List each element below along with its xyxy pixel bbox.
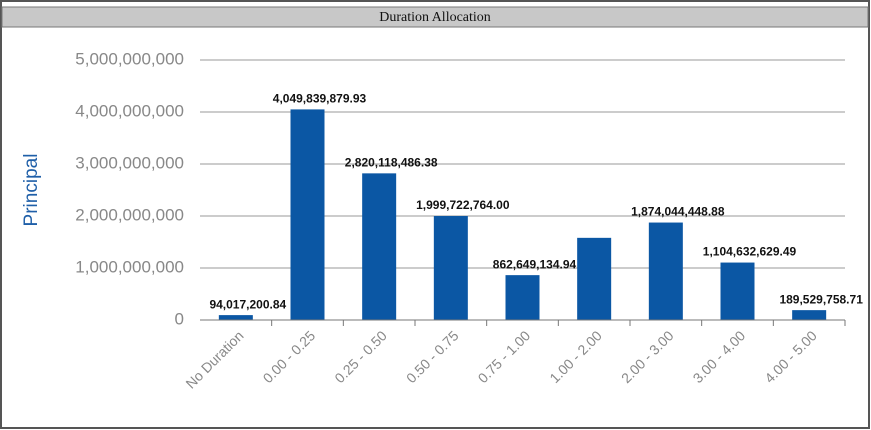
bar xyxy=(218,315,253,320)
bar xyxy=(577,237,612,320)
bar xyxy=(433,216,468,320)
value-label: 1,874,044,448.88 xyxy=(631,205,725,219)
bar xyxy=(720,262,755,320)
y-tick-label: 3,000,000,000 xyxy=(75,153,184,172)
value-label: 1,104,632,629.49 xyxy=(703,245,797,259)
title-bar xyxy=(1,6,869,28)
bar xyxy=(792,310,827,320)
bar xyxy=(505,275,540,320)
value-label: 4,049,839,879.93 xyxy=(273,92,367,106)
chart-title: Duration Allocation xyxy=(379,10,491,25)
y-tick-label: 5,000,000,000 xyxy=(75,49,184,68)
value-label: 94,017,200.84 xyxy=(209,297,286,311)
y-axis-label: Principal xyxy=(21,154,42,227)
value-label: 862,649,134.94 xyxy=(493,257,577,271)
bar xyxy=(362,173,397,320)
y-tick-label: 2,000,000,000 xyxy=(75,205,184,224)
value-label: 189,529,758.71 xyxy=(779,292,863,306)
bar xyxy=(290,109,325,320)
value-label: 2,820,118,486.38 xyxy=(345,156,438,170)
y-tick-label: 4,000,000,000 xyxy=(75,101,184,120)
y-tick-label: 1,000,000,000 xyxy=(75,257,184,276)
y-tick-label: 0 xyxy=(175,309,184,328)
bar xyxy=(648,222,683,320)
value-label: 1,999,722,764.00 xyxy=(416,198,510,212)
